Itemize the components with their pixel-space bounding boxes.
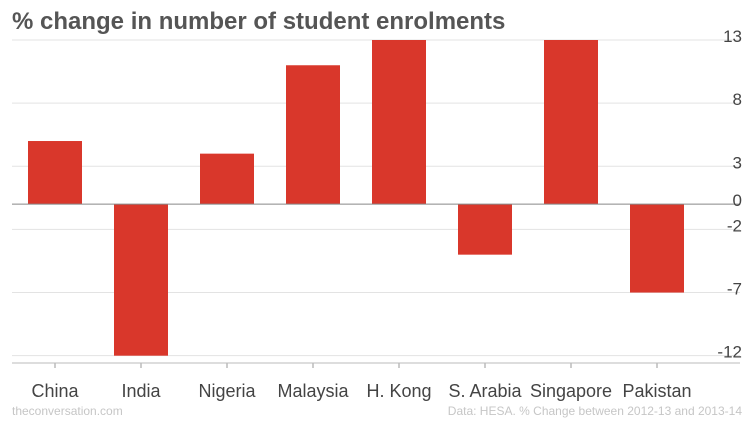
bar	[458, 204, 512, 255]
bar	[200, 153, 254, 205]
y-tick-label: -12	[717, 343, 742, 362]
source-note: Data: HESA. % Change between 2012-13 and…	[447, 404, 742, 418]
bar	[630, 204, 684, 293]
y-tick-label: 3	[733, 153, 742, 172]
bars	[28, 40, 684, 356]
y-tick-label: -7	[727, 280, 742, 299]
x-tick-label: China	[31, 381, 79, 401]
credit-text: theconversation.com	[12, 404, 123, 418]
x-tick-label: Singapore	[530, 381, 612, 401]
y-tick-label: 0	[733, 191, 742, 210]
x-tick-label: Malaysia	[277, 381, 349, 401]
bar	[372, 40, 426, 205]
bar	[544, 40, 598, 205]
x-tick-label: Pakistan	[622, 381, 691, 401]
bar	[286, 65, 340, 205]
x-tick-label: S. Arabia	[448, 381, 522, 401]
bar	[114, 204, 168, 356]
x-tick-label: India	[121, 381, 161, 401]
x-tick-label: H. Kong	[366, 381, 431, 401]
chart-title: % change in number of student enrolments	[12, 8, 506, 35]
axes	[12, 203, 740, 368]
x-tick-label: Nigeria	[198, 381, 256, 401]
labels: 13 8 3 0 -2 -7 -12 China India Nigeria Malaysia H. …	[31, 27, 742, 401]
bar	[28, 141, 82, 205]
y-tick-label: 8	[733, 90, 742, 109]
y-tick-label: -2	[727, 216, 742, 235]
y-tick-label: 13	[723, 27, 742, 46]
